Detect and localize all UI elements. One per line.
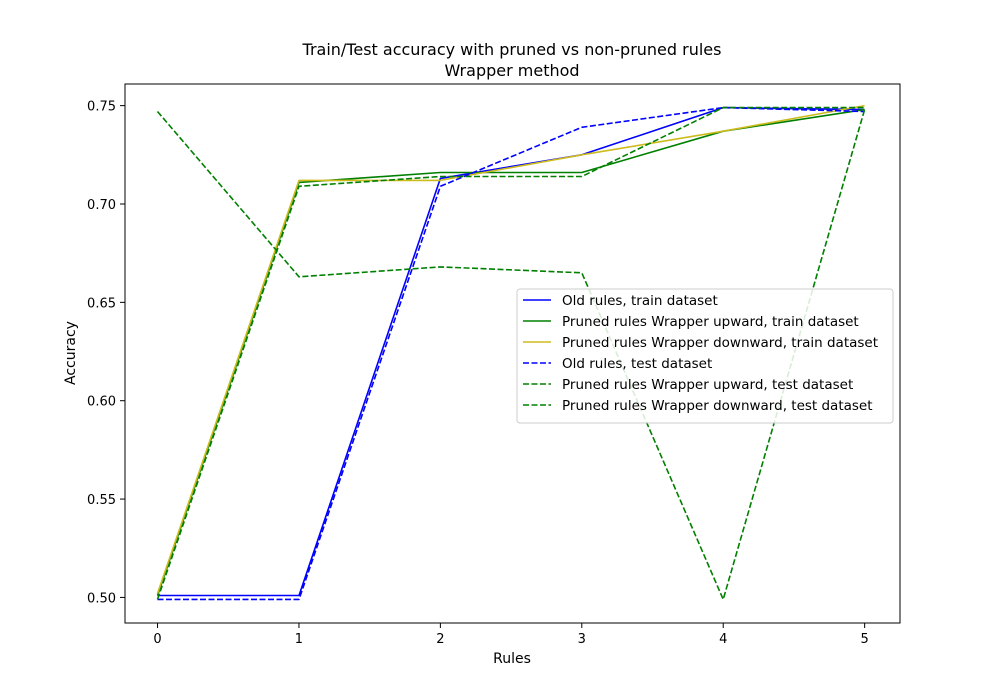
y-axis-label: Accuracy <box>63 321 79 385</box>
x-axis-label: Rules <box>493 651 531 667</box>
axes-frame <box>124 83 901 624</box>
legend: Old rules, train dataset Pruned rules Wra… <box>516 288 894 424</box>
series-line-5 <box>156 106 865 600</box>
chart-title: Train/Test accuracy with pruned vs non-p… <box>302 40 722 59</box>
legend-label: Pruned rules Wrapper downward, test data… <box>562 398 873 414</box>
x-tick-label: 4 <box>719 632 727 647</box>
legend-label: Old rules, test dataset <box>562 356 712 372</box>
x-tick-label: 3 <box>578 632 586 647</box>
y-tick-label: 0.70 <box>87 198 116 213</box>
x-tick-label: 1 <box>295 632 303 647</box>
x-tick-label: 0 <box>153 632 161 647</box>
chart-subtitle: Wrapper method <box>444 61 579 80</box>
series-line-4 <box>157 106 865 601</box>
y-tick-label: 0.65 <box>87 296 116 311</box>
x-tick-label: 5 <box>861 632 869 647</box>
x-tick-label: 2 <box>436 632 444 647</box>
legend-box <box>516 288 894 424</box>
axis-ticks: 0 1 2 3 4 5 0.50 0.55 0.60 0.65 0.70 0.75 <box>87 100 869 647</box>
legend-label: Pruned rules Wrapper upward, train datas… <box>562 314 859 330</box>
y-tick-label: 0.60 <box>87 395 116 410</box>
plot-area <box>156 104 866 601</box>
legend-label: Pruned rules Wrapper downward, train dat… <box>562 335 878 351</box>
y-tick-label: 0.75 <box>87 100 116 115</box>
y-tick-label: 0.55 <box>87 493 116 508</box>
legend-label: Old rules, train dataset <box>562 293 718 309</box>
series-line-6 <box>156 109 866 601</box>
legend-label: Pruned rules Wrapper upward, test datase… <box>562 377 853 393</box>
y-tick-label: 0.50 <box>87 591 116 606</box>
